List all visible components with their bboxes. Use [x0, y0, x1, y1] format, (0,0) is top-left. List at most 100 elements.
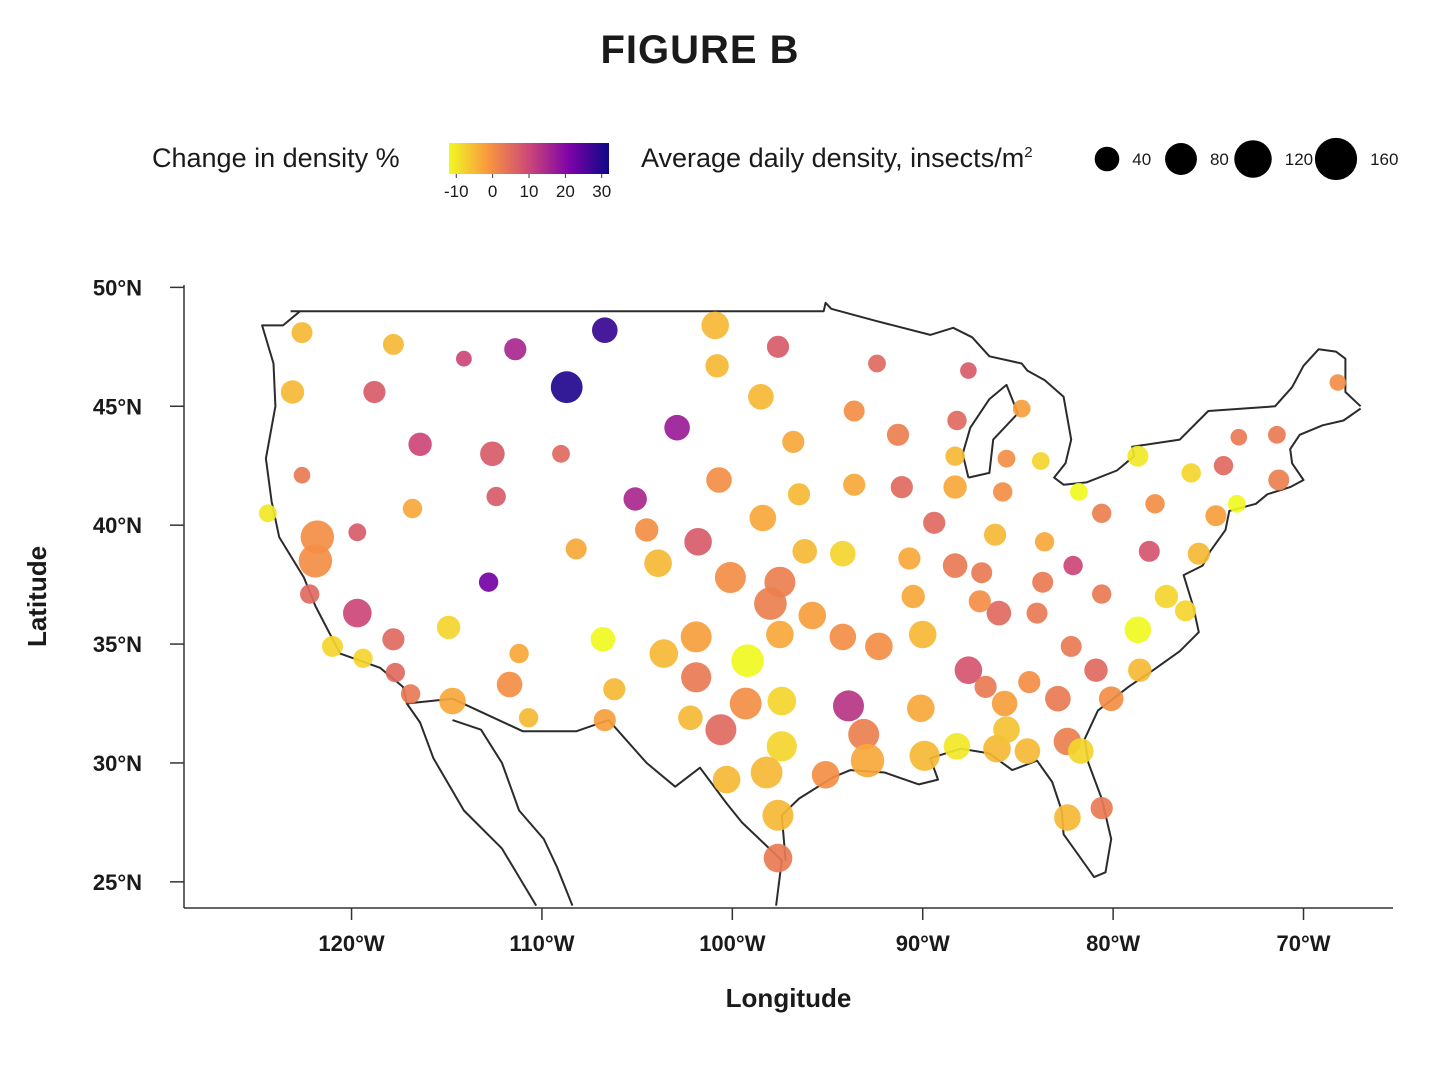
- site-point: [712, 765, 741, 794]
- site-point: [1034, 532, 1055, 552]
- size-legend-label: 120: [1285, 150, 1313, 169]
- site-point: [1060, 635, 1082, 657]
- site-point: [974, 675, 997, 699]
- site-point: [644, 549, 672, 577]
- site-point: [763, 843, 793, 873]
- site-point: [997, 449, 1016, 468]
- site-point: [787, 483, 811, 506]
- site-point: [984, 523, 1007, 546]
- site-point: [322, 635, 343, 657]
- site-point: [635, 518, 659, 542]
- site-point: [1084, 658, 1108, 682]
- y-tick-label: 35°N: [93, 632, 142, 657]
- site-point: [664, 414, 690, 441]
- site-point: [382, 333, 404, 355]
- y-tick-label: 30°N: [93, 751, 142, 776]
- site-point: [382, 628, 405, 651]
- size-legend-label: 40: [1132, 150, 1151, 169]
- size-legend-label: 160: [1370, 150, 1398, 169]
- site-point: [811, 761, 840, 789]
- baja-coast: [405, 702, 538, 907]
- site-point: [436, 615, 461, 640]
- site-point: [408, 432, 432, 456]
- site-point: [1124, 616, 1152, 644]
- x-axis-title: Longitude: [726, 983, 852, 1013]
- site-point: [714, 562, 746, 593]
- site-point: [766, 335, 790, 358]
- size-legend-title-text: Average daily density, insects/m: [641, 143, 1025, 173]
- x-tick-label: 80°W: [1086, 931, 1140, 956]
- y-tick-label: 50°N: [93, 275, 142, 300]
- site-point: [868, 354, 886, 373]
- site-point: [496, 671, 523, 698]
- site-point: [991, 690, 1018, 717]
- site-point: [1092, 584, 1112, 604]
- site-point: [850, 743, 885, 778]
- site-point: [291, 322, 313, 344]
- site-point: [681, 662, 712, 693]
- site-point: [762, 799, 794, 831]
- site-point: [748, 384, 774, 410]
- y-tick-label: 40°N: [93, 513, 142, 538]
- site-point: [363, 380, 386, 404]
- color-bar-tick-label: 10: [520, 182, 539, 201]
- site-point: [986, 600, 1012, 626]
- site-point: [478, 572, 499, 592]
- site-point: [833, 690, 864, 722]
- site-point: [993, 482, 1013, 502]
- site-point: [829, 623, 857, 651]
- site-point: [886, 423, 910, 446]
- site-point: [1045, 685, 1071, 712]
- site-point: [706, 467, 732, 493]
- size-legend-dot: [1314, 137, 1358, 181]
- site-point: [678, 705, 703, 731]
- site-point: [1154, 584, 1179, 609]
- site-point: [923, 511, 946, 534]
- site-point: [504, 338, 527, 361]
- site-point: [343, 598, 372, 628]
- site-point: [1145, 494, 1165, 514]
- site-point: [1213, 456, 1234, 476]
- site-point: [1026, 602, 1048, 624]
- site-point: [1012, 399, 1031, 418]
- site-point: [766, 731, 797, 762]
- x-tick-label: 90°W: [896, 931, 950, 956]
- site-point: [767, 686, 797, 716]
- site-point: [353, 648, 373, 668]
- site-point: [701, 311, 729, 340]
- gulf-of-california: [452, 719, 574, 906]
- site-point: [749, 504, 777, 532]
- site-point: [1187, 542, 1210, 565]
- site-point: [971, 562, 993, 584]
- site-point: [1230, 428, 1248, 446]
- us-mexico-border: [406, 697, 783, 862]
- site-point: [1268, 469, 1290, 491]
- site-point: [968, 590, 991, 613]
- color-bar-tick-label: 30: [592, 182, 611, 201]
- color-bar-ticks: -10 0 10 20 30: [444, 174, 611, 201]
- site-point: [1228, 494, 1246, 513]
- color-bar-tick-label: 0: [488, 182, 497, 201]
- site-point: [486, 486, 506, 507]
- site-point: [782, 430, 805, 453]
- size-legend-dot: [1165, 143, 1197, 175]
- site-point: [766, 620, 794, 649]
- site-point: [792, 539, 817, 564]
- x-tick-label: 120°W: [318, 931, 385, 956]
- site-point: [480, 441, 505, 467]
- site-point: [960, 362, 977, 379]
- site-point: [943, 475, 967, 499]
- us-canada-border: [290, 301, 1362, 486]
- site-point: [1068, 738, 1094, 764]
- site-point: [439, 687, 466, 715]
- site-point: [552, 444, 570, 463]
- site-point: [1090, 797, 1113, 820]
- site-point: [843, 473, 866, 496]
- color-bar-tick-label: 20: [556, 182, 575, 201]
- site-point: [993, 716, 1020, 743]
- site-point: [518, 708, 539, 728]
- site-point: [750, 756, 783, 789]
- size-legend-title: Average daily density, insects/m2: [641, 143, 1033, 174]
- site-point: [830, 540, 856, 567]
